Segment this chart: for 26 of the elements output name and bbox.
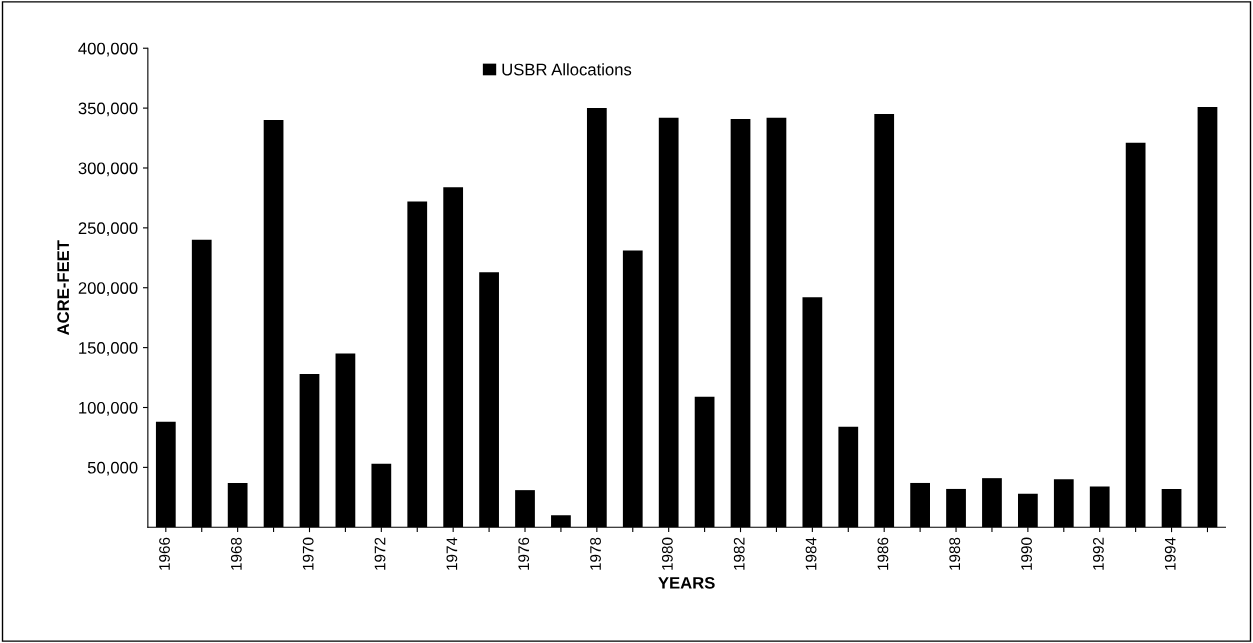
- x-tick-label: 1990: [1021, 537, 1032, 570]
- y-tick-label: 250,000: [78, 222, 138, 237]
- x-tick-label: 1966: [159, 537, 170, 570]
- y-tick-label: 350,000: [78, 102, 138, 117]
- y-tick-label: 200,000: [78, 282, 138, 296]
- x-tick-label: 1968: [230, 537, 242, 570]
- y-tick-label: 100,000: [79, 401, 138, 416]
- x-tick-label: 1994: [1164, 537, 1176, 570]
- y-axis-title: ACRE-FEET: [57, 240, 70, 336]
- x-tick-label: 1970: [302, 537, 314, 570]
- y-tick-label: 50,000: [87, 461, 138, 476]
- x-tick-label: 1980: [661, 537, 673, 570]
- y-tick-label: 300,000: [78, 162, 138, 177]
- y-tick-label: 400,000: [78, 42, 138, 57]
- x-tick-label: 1974: [446, 537, 458, 570]
- x-tick-label: 1972: [374, 537, 386, 570]
- x-tick-label: 1982: [733, 537, 745, 570]
- x-tick-label: 1978: [590, 537, 601, 570]
- y-tick-label: 150,000: [79, 342, 138, 356]
- x-tick-label: 1992: [1093, 537, 1104, 570]
- x-tick-label: 1984: [805, 537, 817, 570]
- x-tick-label: 1986: [877, 537, 889, 570]
- x-axis-title: YEARS: [658, 576, 715, 589]
- x-tick-label: 1976: [518, 537, 530, 570]
- legend-label: USBR Allocations: [502, 63, 632, 76]
- x-tick-label: 1988: [949, 537, 961, 570]
